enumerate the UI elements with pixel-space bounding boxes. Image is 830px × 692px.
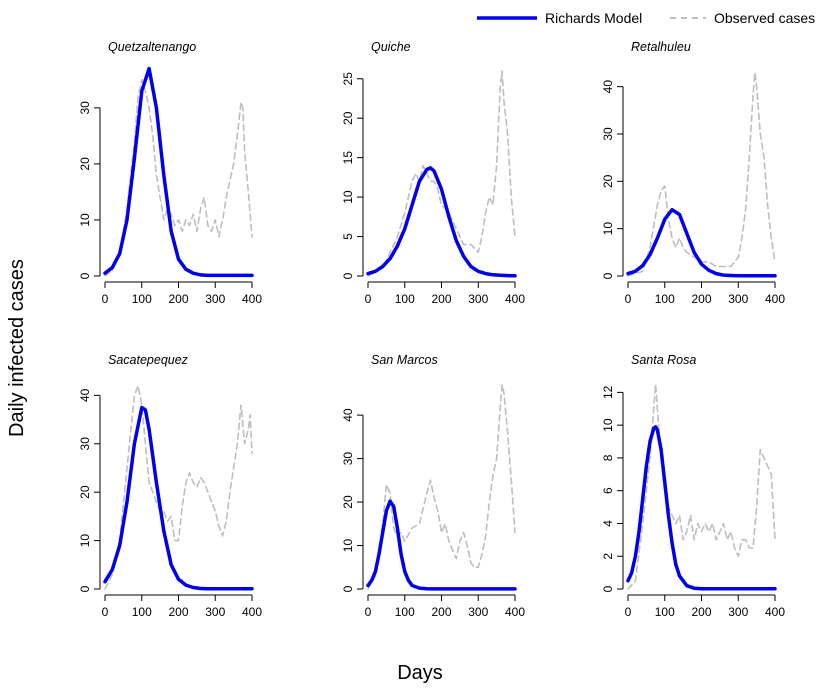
y-tick-label: 0 (341, 585, 355, 592)
x-tick-label: 400 (242, 292, 262, 306)
panel-title: Quiche (371, 40, 411, 54)
y-tick-label: 10 (601, 222, 615, 236)
x-tick-label: 300 (728, 292, 748, 306)
panel-title: Santa Rosa (631, 353, 696, 367)
x-tick-label: 400 (765, 292, 785, 306)
x-tick-label: 0 (625, 605, 632, 619)
x-tick-label: 300 (468, 605, 488, 619)
observed-series-line (367, 383, 516, 590)
y-axis-title: Daily infected cases (6, 259, 28, 437)
observed-series-line (104, 79, 253, 277)
x-tick-label: 0 (102, 292, 109, 306)
model-series-line (626, 207, 777, 278)
x-tick-label: 100 (132, 605, 152, 619)
y-tick-label: 10 (341, 539, 355, 553)
x-tick-label: 300 (205, 292, 225, 306)
y-tick-label: 20 (341, 495, 355, 509)
y-tick-label: 0 (341, 272, 355, 279)
y-tick-label: 6 (601, 487, 615, 494)
x-axis-title: Days (397, 662, 443, 684)
y-tick-label: 20 (78, 485, 92, 499)
x-tick-label: 300 (468, 292, 488, 306)
y-tick-label: 12 (601, 385, 615, 399)
observed-series-line (627, 71, 776, 277)
y-tick-label: 0 (601, 585, 615, 592)
y-tick-label: 10 (601, 418, 615, 432)
y-tick-label: 2 (601, 553, 615, 560)
legend-model-label: Richards Model (545, 10, 642, 26)
model-series-line (366, 499, 517, 591)
observed-series-line (627, 383, 776, 590)
legend: Richards Model Observed cases (477, 10, 815, 26)
x-tick-label: 0 (365, 605, 372, 619)
panel-title: Retalhuleu (631, 40, 691, 54)
x-tick-label: 200 (691, 605, 711, 619)
x-tick-label: 400 (242, 605, 262, 619)
x-tick-label: 100 (395, 292, 415, 306)
y-tick-label: 20 (341, 111, 355, 125)
y-tick-label: 20 (78, 157, 92, 171)
y-tick-label: 30 (341, 452, 355, 466)
x-tick-label: 100 (395, 605, 415, 619)
x-tick-label: 300 (728, 605, 748, 619)
x-tick-label: 300 (205, 605, 225, 619)
y-tick-label: 0 (78, 272, 92, 279)
panel-santa-rosa: Santa Rosa 0 2 4 6 8 10 12 0 100 200 300 400 (601, 353, 785, 619)
panel-quiche: Quiche 0 5 10 15 20 25 0 100 200 300 400 (341, 40, 525, 306)
x-tick-label: 200 (691, 292, 711, 306)
y-tick-label: 0 (601, 272, 615, 279)
model-series-line (626, 425, 777, 591)
x-tick-label: 100 (132, 292, 152, 306)
y-tick-label: 10 (78, 534, 92, 548)
y-tick-label: 15 (341, 151, 355, 165)
x-tick-label: 0 (365, 292, 372, 306)
x-tick-label: 200 (168, 605, 188, 619)
x-tick-label: 0 (625, 292, 632, 306)
x-tick-label: 0 (102, 605, 109, 619)
y-tick-label: 25 (341, 72, 355, 86)
x-tick-label: 400 (505, 605, 525, 619)
panel-title: San Marcos (371, 353, 438, 367)
legend-observed-label: Observed cases (714, 10, 815, 26)
x-tick-label: 200 (431, 605, 451, 619)
x-tick-label: 400 (505, 292, 525, 306)
y-tick-label: 10 (78, 213, 92, 227)
panel-title: Sacatepequez (108, 353, 189, 367)
y-tick-label: 20 (601, 174, 615, 188)
model-series-line (366, 166, 517, 278)
observed-series-line (104, 384, 253, 590)
panel-title: Quetzaltenango (108, 40, 196, 54)
x-tick-label: 200 (431, 292, 451, 306)
y-tick-label: 30 (601, 127, 615, 141)
y-tick-label: 0 (78, 585, 92, 592)
x-tick-label: 100 (655, 605, 675, 619)
x-tick-label: 100 (655, 292, 675, 306)
y-tick-label: 10 (341, 190, 355, 204)
x-tick-label: 400 (765, 605, 785, 619)
observed-series-line (367, 70, 516, 277)
y-tick-label: 5 (341, 233, 355, 240)
y-tick-label: 40 (341, 408, 355, 422)
model-series-line (103, 66, 254, 278)
y-tick-label: 40 (601, 80, 615, 94)
y-tick-label: 40 (78, 388, 92, 402)
y-tick-label: 4 (601, 520, 615, 527)
y-tick-label: 8 (601, 454, 615, 461)
y-tick-label: 30 (78, 101, 92, 115)
x-tick-label: 200 (168, 292, 188, 306)
y-tick-label: 30 (78, 437, 92, 451)
model-series-line (103, 405, 254, 591)
